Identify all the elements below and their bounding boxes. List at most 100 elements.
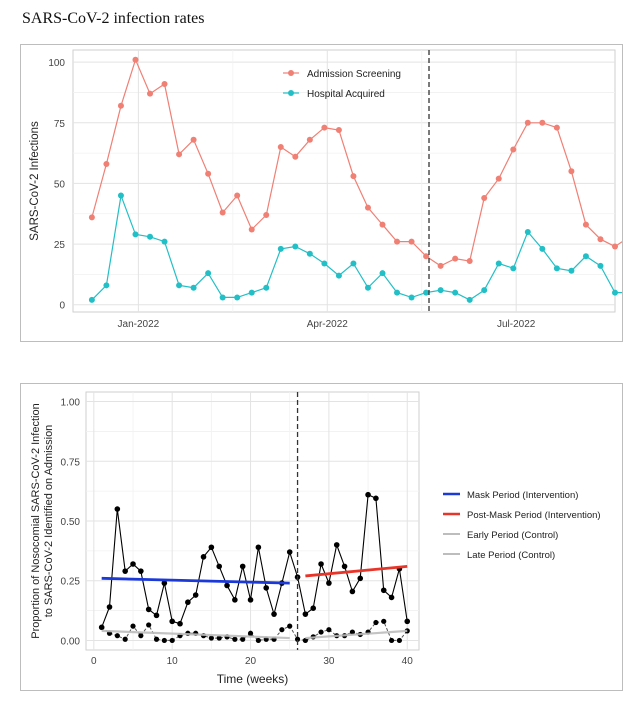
data-point <box>205 170 212 177</box>
data-point <box>350 260 357 267</box>
data-point <box>539 119 546 126</box>
control-data-point <box>114 633 120 639</box>
observed-data-point <box>239 563 246 570</box>
observed-data-point <box>388 594 395 601</box>
data-point <box>597 262 604 269</box>
control-data-point <box>232 636 238 642</box>
proportion-chart-panel: 0.00 0.25 0.50 0.75 1.00 0 10 20 30 40 Time (weeks… <box>20 383 623 691</box>
data-point <box>452 289 459 296</box>
control-data-point <box>255 637 261 644</box>
fit-line-mask-period-intervention <box>101 576 290 585</box>
data-point <box>117 192 124 199</box>
observed-data-point <box>333 542 340 548</box>
admissions-line-chart: 0 25 50 75 100 Jan-2022 Apr-2022 Jul-2022 SARS-C… <box>29 49 640 330</box>
data-point <box>481 287 488 294</box>
data-point <box>379 270 386 277</box>
control-data-point <box>294 636 301 642</box>
fit-line-late-period-control <box>305 629 408 640</box>
control-data-point <box>247 630 254 636</box>
y-axis-label: Proportion of Nosocomial SARS-CoV-2 Infe… <box>30 403 55 638</box>
data-point <box>88 214 95 221</box>
data-point <box>452 255 459 262</box>
control-data-point <box>326 627 332 633</box>
control-data-point <box>287 623 293 629</box>
data-point <box>379 221 386 228</box>
observed-data-point <box>380 587 387 594</box>
control-data-point <box>381 618 387 624</box>
control-data-point <box>318 629 324 635</box>
observed-data-point <box>286 549 293 555</box>
observed-data-point <box>208 544 215 551</box>
control-data-point <box>302 637 308 644</box>
data-point <box>553 124 560 131</box>
data-point <box>612 289 618 296</box>
data-point <box>321 124 328 131</box>
data-point <box>277 144 284 151</box>
data-point <box>277 245 284 252</box>
observed-data-point <box>255 544 262 551</box>
data-point <box>103 282 110 289</box>
observed-data-point <box>145 606 152 613</box>
control-data-point <box>279 627 285 633</box>
y-tick-label: 25 <box>54 240 66 251</box>
y-tick-label: 75 <box>54 119 66 130</box>
control-data-point <box>208 635 214 641</box>
legend-label: Late Period (Control) <box>467 550 555 561</box>
x-tick-label: 20 <box>245 656 257 667</box>
data-point <box>612 243 618 250</box>
control-data-point <box>388 637 395 644</box>
data-point <box>437 262 444 269</box>
data-point <box>539 245 546 252</box>
data-point <box>306 250 313 257</box>
data-point <box>234 192 241 199</box>
control-data-point <box>240 636 246 642</box>
observed-data-point <box>98 624 105 631</box>
fit-line-early-period-control <box>101 629 290 640</box>
data-point <box>364 284 371 291</box>
plot-area <box>72 49 616 313</box>
data-point <box>147 233 154 240</box>
observed-data-point <box>271 611 277 617</box>
data-point <box>364 204 371 211</box>
data-point <box>248 289 255 296</box>
observed-data-point <box>192 592 199 598</box>
data-point <box>510 146 517 153</box>
observed-data-point <box>373 495 379 502</box>
y-tick-label: 0.00 <box>61 636 81 647</box>
data-point <box>103 161 110 168</box>
data-point <box>321 260 328 267</box>
data-point <box>466 296 473 303</box>
x-tick-label: Jul-2022 <box>497 319 536 330</box>
data-point <box>582 221 589 228</box>
data-point <box>394 289 401 296</box>
legend-label: Early Period (Control) <box>467 530 558 541</box>
data-point <box>437 287 444 294</box>
control-data-point <box>146 622 152 628</box>
data-point <box>132 231 139 238</box>
series-line-hospital-acquired <box>91 193 640 301</box>
data-point <box>553 265 560 272</box>
legend-key-marker <box>288 70 294 76</box>
page-title: SARS-CoV-2 infection rates <box>22 10 205 27</box>
y-tick-label: 0 <box>59 301 65 312</box>
admissions-chart-panel: 0 25 50 75 100 Jan-2022 Apr-2022 Jul-2022 SARS-C… <box>20 44 640 342</box>
control-data-point <box>396 637 403 644</box>
control-data-point <box>373 619 379 626</box>
x-tick-label: Jan-2022 <box>118 319 160 330</box>
observed-data-point <box>177 620 183 627</box>
legend-label: Hospital Acquired <box>307 89 385 100</box>
observed-data-point <box>247 597 254 603</box>
data-point <box>176 151 183 158</box>
data-point <box>408 294 415 301</box>
y-axis-label-line: to SARS-CoV-2 Identified on Admission <box>43 425 55 618</box>
data-point <box>495 260 502 267</box>
data-point <box>335 272 342 279</box>
data-point <box>306 136 313 143</box>
data-point <box>117 102 124 109</box>
x-tick-label: 10 <box>167 656 179 667</box>
observed-data-point <box>263 585 270 591</box>
observed-data-point <box>185 599 191 606</box>
observed-data-point <box>161 580 168 586</box>
control-data-point <box>122 636 128 642</box>
observed-data-point <box>153 612 160 619</box>
